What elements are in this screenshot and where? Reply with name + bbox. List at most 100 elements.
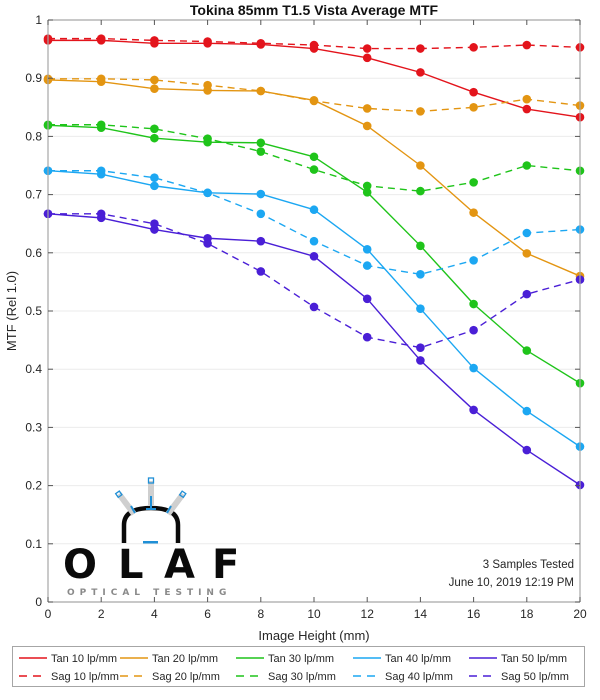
legend-item: Tan 50 lp/mm <box>469 653 567 665</box>
y-axis-label: MTF (Rel 1.0) <box>4 271 19 351</box>
data-point <box>416 68 425 77</box>
data-point <box>309 40 319 50</box>
series-lines <box>43 34 585 490</box>
data-point <box>469 178 478 187</box>
x-tick-label: 18 <box>520 607 534 621</box>
series-sag-10-lp-mm <box>43 34 585 53</box>
data-point <box>203 188 212 198</box>
data-point <box>96 120 106 130</box>
data-point <box>309 251 319 261</box>
data-point <box>256 147 266 156</box>
legend-box <box>12 646 585 687</box>
data-point <box>150 75 159 85</box>
series-sag-50-lp-mm <box>43 209 585 352</box>
x-tick-label: 14 <box>414 607 428 621</box>
data-point <box>96 166 106 176</box>
data-point <box>150 124 159 134</box>
data-point <box>256 38 266 48</box>
data-point <box>522 249 532 258</box>
series-sag-30-lp-mm <box>43 120 585 196</box>
legend-label: Tan 50 lp/mm <box>501 653 567 665</box>
series-tan-20-lp-mm <box>43 75 585 281</box>
legend-label: Sag 10 lp/mm <box>51 671 119 683</box>
legend: Tan 10 lp/mm Tan 20 lp/mm Tan 30 lp/mm Tan … <box>12 646 585 687</box>
data-point <box>256 86 266 96</box>
data-point <box>309 96 319 106</box>
data-point <box>96 209 106 219</box>
data-point <box>469 363 478 373</box>
legend-label: Tan 40 lp/mm <box>385 653 451 665</box>
y-tick-label: 0.3 <box>25 420 42 434</box>
y-tick-label: 0.1 <box>25 537 42 551</box>
data-point <box>416 107 425 116</box>
data-point <box>416 44 425 53</box>
data-point <box>362 44 372 53</box>
x-tick-label: 20 <box>573 607 587 621</box>
data-point <box>203 134 212 144</box>
data-point <box>416 304 425 313</box>
series-line <box>48 78 581 113</box>
data-point <box>256 236 266 246</box>
data-point <box>203 239 212 248</box>
data-point <box>96 34 106 43</box>
y-tick-label: 0 <box>35 595 42 609</box>
data-point <box>522 445 532 455</box>
axes: 00.10.20.30.40.50.60.70.80.910 2 4 6 8 10 12 14… <box>25 13 587 621</box>
logo-letter-f: F <box>212 542 239 588</box>
data-point <box>469 87 478 97</box>
data-point <box>309 236 319 246</box>
legend-item: Tan 10 lp/mm <box>19 653 117 665</box>
y-tick-label: 0.8 <box>25 129 42 143</box>
legend-label: Sag 20 lp/mm <box>152 671 220 683</box>
data-point <box>416 270 425 279</box>
data-point <box>362 261 372 270</box>
y-tick-label: 0.7 <box>25 188 42 202</box>
logo-letter-a: A <box>164 542 195 588</box>
x-tick-label: 2 <box>98 607 105 621</box>
data-point <box>469 256 478 265</box>
annotation-timestamp: June 10, 2019 12:19 PM <box>449 577 574 589</box>
legend-item: Sag 20 lp/mm <box>120 671 220 683</box>
data-point <box>362 104 372 113</box>
x-tick-label: 16 <box>467 607 481 621</box>
series-sag-40-lp-mm <box>43 166 585 279</box>
logo-arch-icon <box>114 477 187 544</box>
data-point <box>469 103 478 112</box>
data-point <box>309 152 319 162</box>
y-tick-label: 0.9 <box>25 71 42 85</box>
legend-item: Sag 30 lp/mm <box>236 671 336 683</box>
data-point <box>362 181 372 191</box>
data-point <box>469 43 478 52</box>
x-tick-label: 8 <box>257 607 264 621</box>
data-point <box>469 299 478 309</box>
data-point <box>309 205 319 215</box>
data-point <box>203 80 212 90</box>
data-point <box>362 245 372 254</box>
x-tick-label: 0 <box>45 607 52 621</box>
data-point <box>362 121 372 131</box>
x-axis-label: Image Height (mm) <box>258 628 369 643</box>
series-sag-20-lp-mm <box>43 74 585 116</box>
data-point <box>362 332 372 342</box>
data-point <box>256 189 266 199</box>
series-line <box>48 124 581 192</box>
data-point <box>150 181 159 191</box>
data-point <box>309 165 319 174</box>
legend-label: Tan 20 lp/mm <box>152 653 218 665</box>
y-tick-label: 0.6 <box>25 246 42 260</box>
data-point <box>416 241 425 251</box>
data-point <box>309 302 319 312</box>
x-tick-label: 10 <box>307 607 321 621</box>
olaf-logo: O L A F OPTICAL TESTING <box>63 477 239 598</box>
logo-letter-l: L <box>118 542 144 588</box>
data-point <box>522 40 532 50</box>
data-point <box>416 343 425 352</box>
data-point <box>203 37 212 46</box>
x-tick-label: 12 <box>361 607 375 621</box>
legend-label: Tan 10 lp/mm <box>51 653 117 665</box>
y-tick-label: 0.4 <box>25 362 42 376</box>
legend-item: Sag 50 lp/mm <box>469 671 569 683</box>
data-point <box>362 53 372 63</box>
legend-label: Sag 40 lp/mm <box>385 671 453 683</box>
